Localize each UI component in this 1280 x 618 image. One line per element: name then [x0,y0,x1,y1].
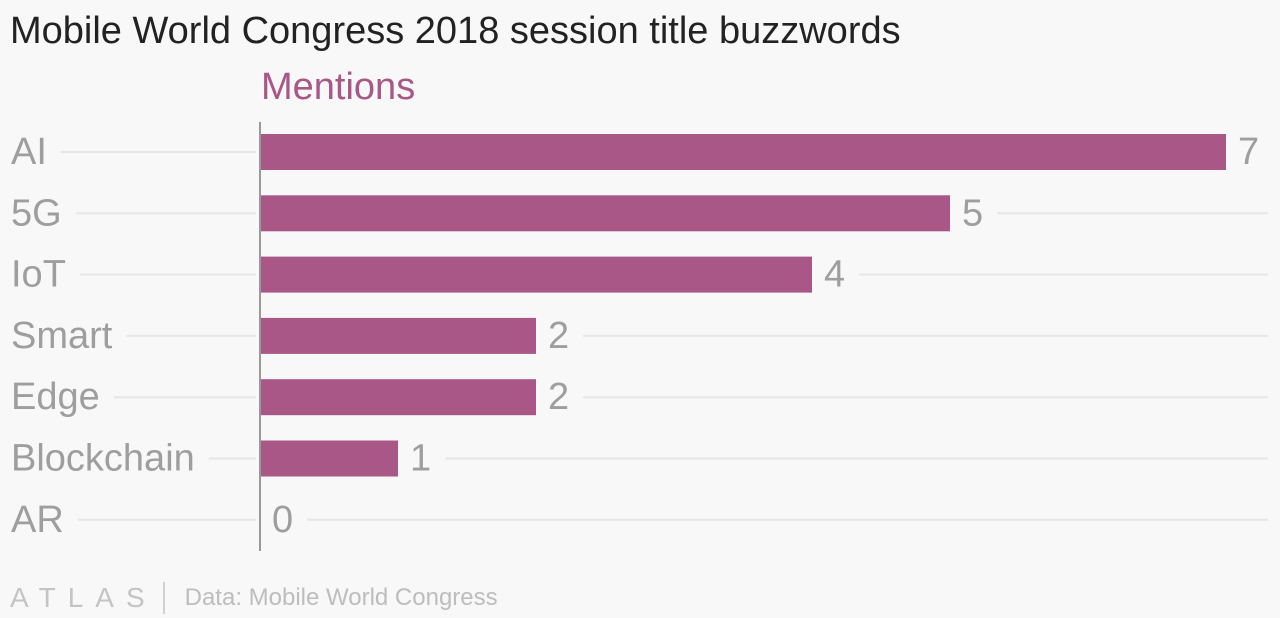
atlas-logo: ATLAS [10,582,157,613]
value-label: 0 [272,499,293,541]
chart-title: Mobile World Congress 2018 session title… [10,10,901,52]
bar [260,134,1226,170]
bar [260,195,950,232]
series-label: Mentions [261,66,416,108]
category-label: AI [11,131,47,173]
value-label: 1 [410,438,431,480]
bar [260,256,812,293]
category-label: Smart [11,315,113,357]
footer: ATLAS Data: Mobile World Congress [10,578,498,618]
bar [260,440,398,477]
value-label: 5 [962,192,983,234]
category-label: Edge [11,376,100,418]
category-label: Blockchain [11,438,195,480]
value-label: 4 [824,254,845,296]
bar [260,317,536,354]
data-source: Data: Mobile World Congress [184,584,498,611]
value-label: 2 [548,315,569,357]
value-label: 2 [548,376,569,418]
category-label: AR [11,499,64,541]
footer-divider [162,582,165,614]
category-label: IoT [11,254,66,296]
bar [260,379,536,416]
value-label: 7 [1238,131,1259,173]
category-label: 5G [11,192,62,234]
